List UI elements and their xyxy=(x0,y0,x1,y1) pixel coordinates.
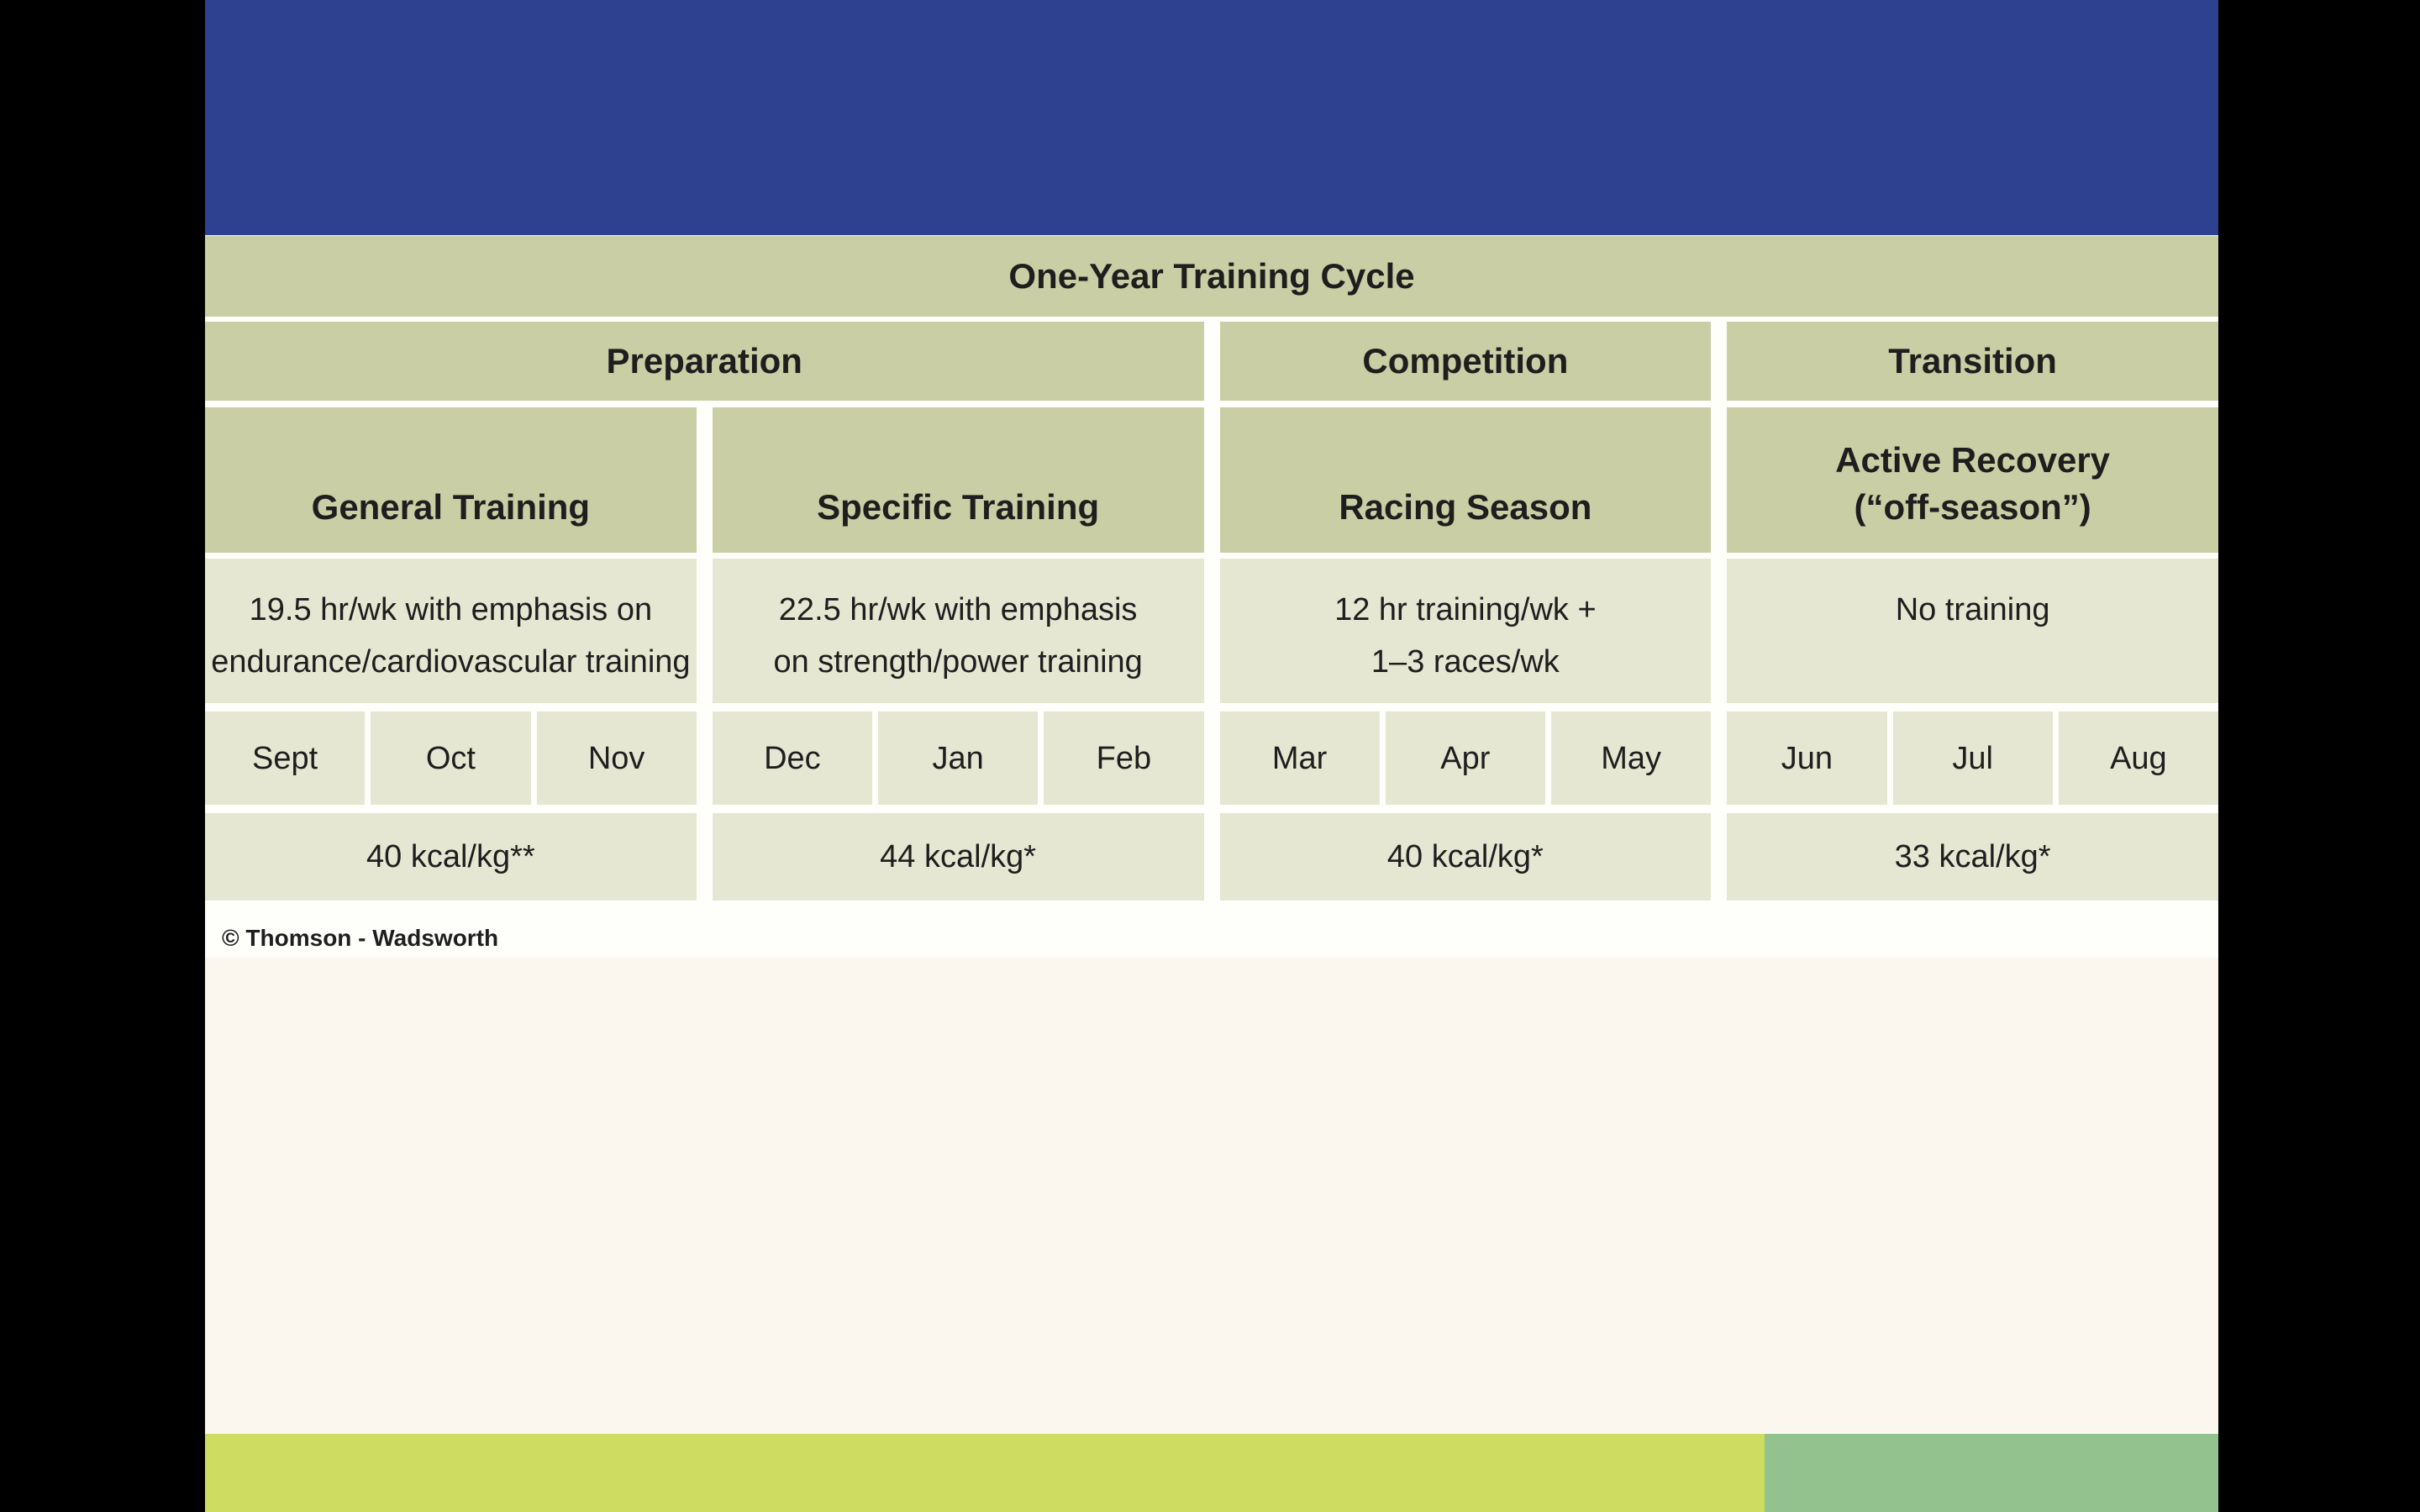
table-title-cell: One-Year Training Cycle xyxy=(205,236,2218,317)
month-cell-jun: Jun xyxy=(1727,711,1887,805)
month-label: Aug xyxy=(2110,740,2167,776)
description-cell-transition: No training xyxy=(1727,559,2218,703)
month-cell-may: May xyxy=(1551,711,1712,805)
description-line2: on strength/power training xyxy=(773,644,1143,680)
description-cell-racing: 12 hr training/wk + 1–3 races/wk xyxy=(1219,559,1712,703)
kcal-cell-racing: 40 kcal/kg* xyxy=(1219,813,1712,900)
description-line1: 12 hr training/wk + xyxy=(1334,592,1597,627)
subphase-label-line1: Active Recovery xyxy=(1835,440,2111,480)
kcal-row: 40 kcal/kg** 44 kcal/kg* 40 kcal/kg* 33 … xyxy=(205,813,2218,900)
subphase-row: General Training Specific Training Racin… xyxy=(205,407,2218,553)
subphase-label: Racing Season xyxy=(1339,487,1592,527)
bottom-bar-yellow-green xyxy=(205,1434,1765,1512)
description-line2: 1–3 races/wk xyxy=(1370,644,1560,680)
slide-content: One-Year Training Cycle Preparation Comp… xyxy=(205,0,2218,1512)
description-line1: 22.5 hr/wk with emphasis xyxy=(778,592,1138,627)
month-label: Mar xyxy=(1271,740,1328,776)
phase-cell-competition: Competition xyxy=(1219,322,1712,401)
bottom-bar-sage-green xyxy=(1765,1434,2218,1512)
subphase-cell-general-training: General Training xyxy=(205,407,697,553)
month-cell-apr: Apr xyxy=(1385,711,1545,805)
month-cell-feb: Feb xyxy=(1044,711,1204,805)
phase-label: Preparation xyxy=(606,341,802,381)
description-line1: 19.5 hr/wk with emphasis on xyxy=(249,592,653,627)
lower-blank-area xyxy=(205,958,2218,1434)
description-line1: No training xyxy=(1895,592,2050,627)
subphase-cell-specific-training: Specific Training xyxy=(712,407,1204,553)
kcal-value: 44 kcal/kg* xyxy=(880,839,1037,874)
month-cell-nov: Nov xyxy=(536,711,697,805)
phase-row: Preparation Competition Transition xyxy=(205,322,2218,401)
month-label: May xyxy=(1601,740,1662,776)
month-label: Dec xyxy=(764,740,821,776)
subphase-label: General Training xyxy=(311,487,591,527)
month-cell-aug: Aug xyxy=(2058,711,2218,805)
kcal-cell-general: 40 kcal/kg** xyxy=(205,813,697,900)
top-blue-band xyxy=(205,0,2218,235)
description-cell-specific: 22.5 hr/wk with emphasis on strength/pow… xyxy=(712,559,1204,703)
phase-cell-transition: Transition xyxy=(1727,322,2218,401)
kcal-value: 33 kcal/kg* xyxy=(1894,839,2051,874)
month-label: Feb xyxy=(1096,740,1152,776)
title-row: One-Year Training Cycle xyxy=(205,236,2218,317)
phase-label: Competition xyxy=(1362,341,1569,381)
description-row: 19.5 hr/wk with emphasis on endurance/ca… xyxy=(205,559,2218,703)
subphase-cell-racing-season: Racing Season xyxy=(1219,407,1712,553)
month-cell-mar: Mar xyxy=(1219,711,1380,805)
month-label: Oct xyxy=(425,740,476,776)
description-cell-general: 19.5 hr/wk with emphasis on endurance/ca… xyxy=(205,559,697,703)
subphase-label: Specific Training xyxy=(817,487,1100,527)
month-label: Jun xyxy=(1781,740,1833,776)
month-cell-jul: Jul xyxy=(1892,711,2053,805)
months-row: Sept Oct Nov Dec Jan Feb Mar xyxy=(205,711,2218,805)
month-label: Sept xyxy=(252,740,318,776)
month-label: Jan xyxy=(932,740,984,776)
month-label: Jul xyxy=(1952,740,1993,776)
phase-label: Transition xyxy=(1888,341,2057,381)
kcal-value: 40 kcal/kg* xyxy=(1386,839,1544,874)
table-area: One-Year Training Cycle Preparation Comp… xyxy=(205,235,2218,958)
month-cell-sept: Sept xyxy=(205,711,366,805)
phase-cell-preparation: Preparation xyxy=(205,322,1204,401)
kcal-cell-specific: 44 kcal/kg* xyxy=(712,813,1204,900)
copyright-text: © Thomson - Wadsworth xyxy=(222,925,499,951)
month-label: Nov xyxy=(587,740,645,776)
kcal-cell-transition: 33 kcal/kg* xyxy=(1727,813,2218,900)
bottom-bars xyxy=(205,1434,2218,1512)
description-line2: endurance/cardiovascular training xyxy=(211,644,691,680)
subphase-cell-active-recovery: Active Recovery (“off-season”) xyxy=(1727,407,2218,553)
month-cell-oct: Oct xyxy=(371,711,531,805)
month-cell-jan: Jan xyxy=(878,711,1039,805)
month-label: Apr xyxy=(1440,740,1491,776)
month-cell-dec: Dec xyxy=(712,711,872,805)
kcal-value: 40 kcal/kg** xyxy=(366,839,535,874)
table-title: One-Year Training Cycle xyxy=(1008,256,1415,296)
subphase-label-line2: (“off-season”) xyxy=(1854,487,2091,527)
